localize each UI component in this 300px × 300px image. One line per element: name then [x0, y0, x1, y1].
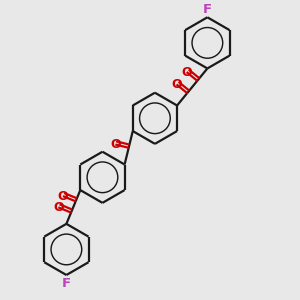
Text: F: F	[203, 3, 212, 16]
Text: O: O	[171, 78, 182, 91]
Text: F: F	[62, 277, 71, 290]
Text: O: O	[58, 190, 68, 202]
Text: O: O	[53, 201, 64, 214]
Text: O: O	[181, 66, 192, 79]
Text: O: O	[110, 138, 121, 151]
